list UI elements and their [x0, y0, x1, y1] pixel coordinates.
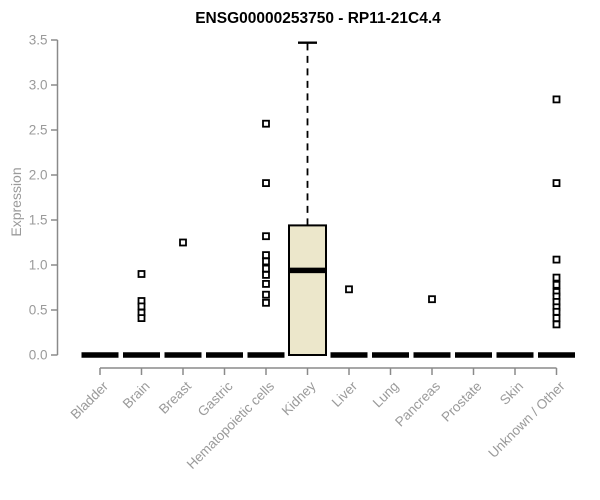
y-tick-label: 3.5 — [29, 33, 48, 48]
outlier-point — [552, 314, 561, 323]
boxplot-marks-layer — [81, 41, 575, 358]
median-line — [81, 352, 119, 358]
x-category-label: Bladder — [68, 378, 112, 422]
y-tick-label: 2.5 — [29, 123, 48, 138]
median-line — [289, 267, 326, 274]
x-category-label: Gastric — [195, 378, 236, 419]
outlier-point — [345, 285, 353, 294]
median-line — [496, 352, 534, 358]
outlier-point — [137, 270, 146, 278]
outlier-point — [262, 232, 270, 241]
median-line — [206, 352, 243, 358]
outlier-point — [428, 295, 436, 304]
x-category-label: Unknown / Other — [485, 378, 568, 461]
outlier-point — [262, 290, 270, 299]
chart-title: ENSG00000253750 - RP11-21C4.4 — [195, 10, 441, 27]
outlier-point — [552, 95, 561, 104]
x-category-label: Brain — [120, 379, 153, 412]
x-category-label: Prostate — [438, 379, 484, 425]
y-axis-title: Expression — [8, 167, 24, 236]
outlier-point — [262, 251, 270, 260]
median-line — [123, 352, 160, 358]
median-line — [164, 352, 202, 358]
outlier-point — [552, 280, 561, 289]
outlier-point — [179, 238, 187, 247]
outlier-point — [262, 264, 270, 273]
x-category-label: Breast — [156, 378, 194, 416]
median-line — [372, 352, 409, 358]
outlier-point — [262, 298, 270, 307]
outlier-point — [262, 119, 270, 128]
x-category-label: Liver — [329, 378, 361, 410]
y-tick-label: 1.0 — [29, 258, 48, 273]
outlier-point — [552, 307, 561, 316]
median-line — [538, 352, 575, 358]
box — [288, 224, 327, 356]
x-category-label: Skin — [497, 379, 526, 408]
x-category-label: Kidney — [279, 378, 319, 418]
outlier-point — [262, 257, 270, 266]
y-tick-label: 0.5 — [29, 303, 48, 318]
x-category-label: Pancreas — [392, 378, 443, 429]
outlier-point — [262, 279, 270, 288]
outlier-point — [552, 179, 561, 188]
y-tick-label: 3.0 — [29, 78, 48, 93]
median-line — [413, 352, 451, 358]
outlier-point — [552, 320, 561, 329]
median-line — [330, 352, 368, 358]
x-category-label: Lung — [370, 379, 402, 411]
outlier-point — [137, 314, 146, 323]
outlier-point — [262, 179, 270, 188]
y-tick-label: 1.5 — [29, 213, 48, 228]
median-line — [247, 352, 285, 358]
median-line — [455, 352, 492, 358]
outlier-point — [262, 270, 270, 279]
outlier-point — [552, 273, 561, 282]
y-tick-label: 0.0 — [29, 348, 48, 363]
outlier-point — [552, 255, 561, 264]
outlier-point — [137, 302, 146, 311]
y-tick-label: 2.0 — [29, 168, 48, 183]
